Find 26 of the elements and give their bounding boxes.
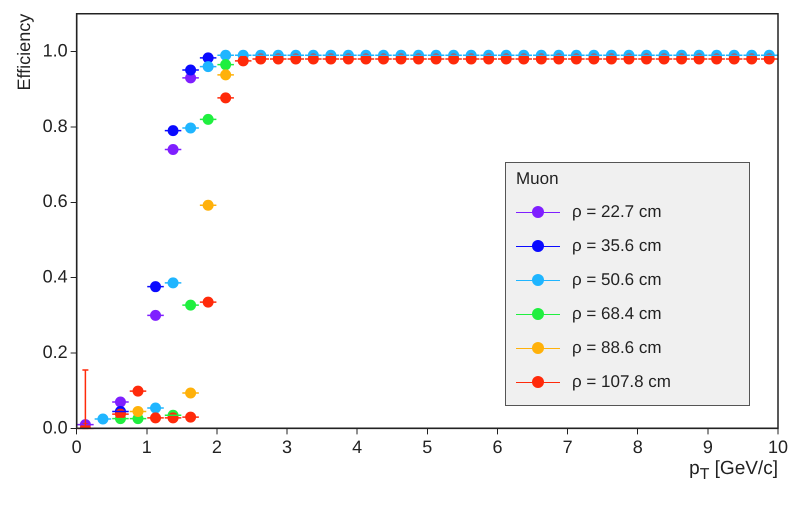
legend-title: Muon: [516, 169, 560, 190]
legend-label: ρ = 88.6 cm: [572, 338, 662, 358]
x-tick-label: 7: [562, 437, 573, 458]
legend-label: ρ = 35.6 cm: [572, 236, 662, 256]
x-tick-label: 1: [142, 437, 152, 458]
legend-label: ρ = 68.4 cm: [572, 304, 662, 324]
y-tick-label: 0.2: [42, 342, 68, 362]
x-tick-label: 9: [702, 437, 713, 458]
legend-label: ρ = 50.6 cm: [572, 270, 662, 290]
x-tick-label: 3: [282, 437, 292, 458]
x-tick-label: 6: [492, 437, 502, 458]
y-tick-label: 1.0: [42, 40, 68, 60]
x-tick-label: 2: [212, 437, 222, 458]
x-tick-label: 8: [632, 437, 643, 458]
x-tick-label: 4: [352, 437, 362, 458]
legend-label: ρ = 107.8 cm: [572, 372, 671, 392]
legend-label: ρ = 22.7 cm: [572, 202, 662, 222]
y-tick-label: 0.0: [42, 417, 68, 438]
x-tick-label: 0: [72, 437, 82, 458]
y-axis-title: Efficiency: [14, 14, 34, 91]
y-tick-label: 0.8: [42, 116, 68, 136]
y-tick-label: 0.6: [42, 191, 68, 212]
x-axis-title: p$_{T}$ [GeV/c]: [689, 458, 778, 484]
x-tick-label: 5: [422, 437, 432, 458]
x-tick-label: 10: [768, 437, 788, 458]
y-tick-label: 0.4: [42, 266, 68, 287]
